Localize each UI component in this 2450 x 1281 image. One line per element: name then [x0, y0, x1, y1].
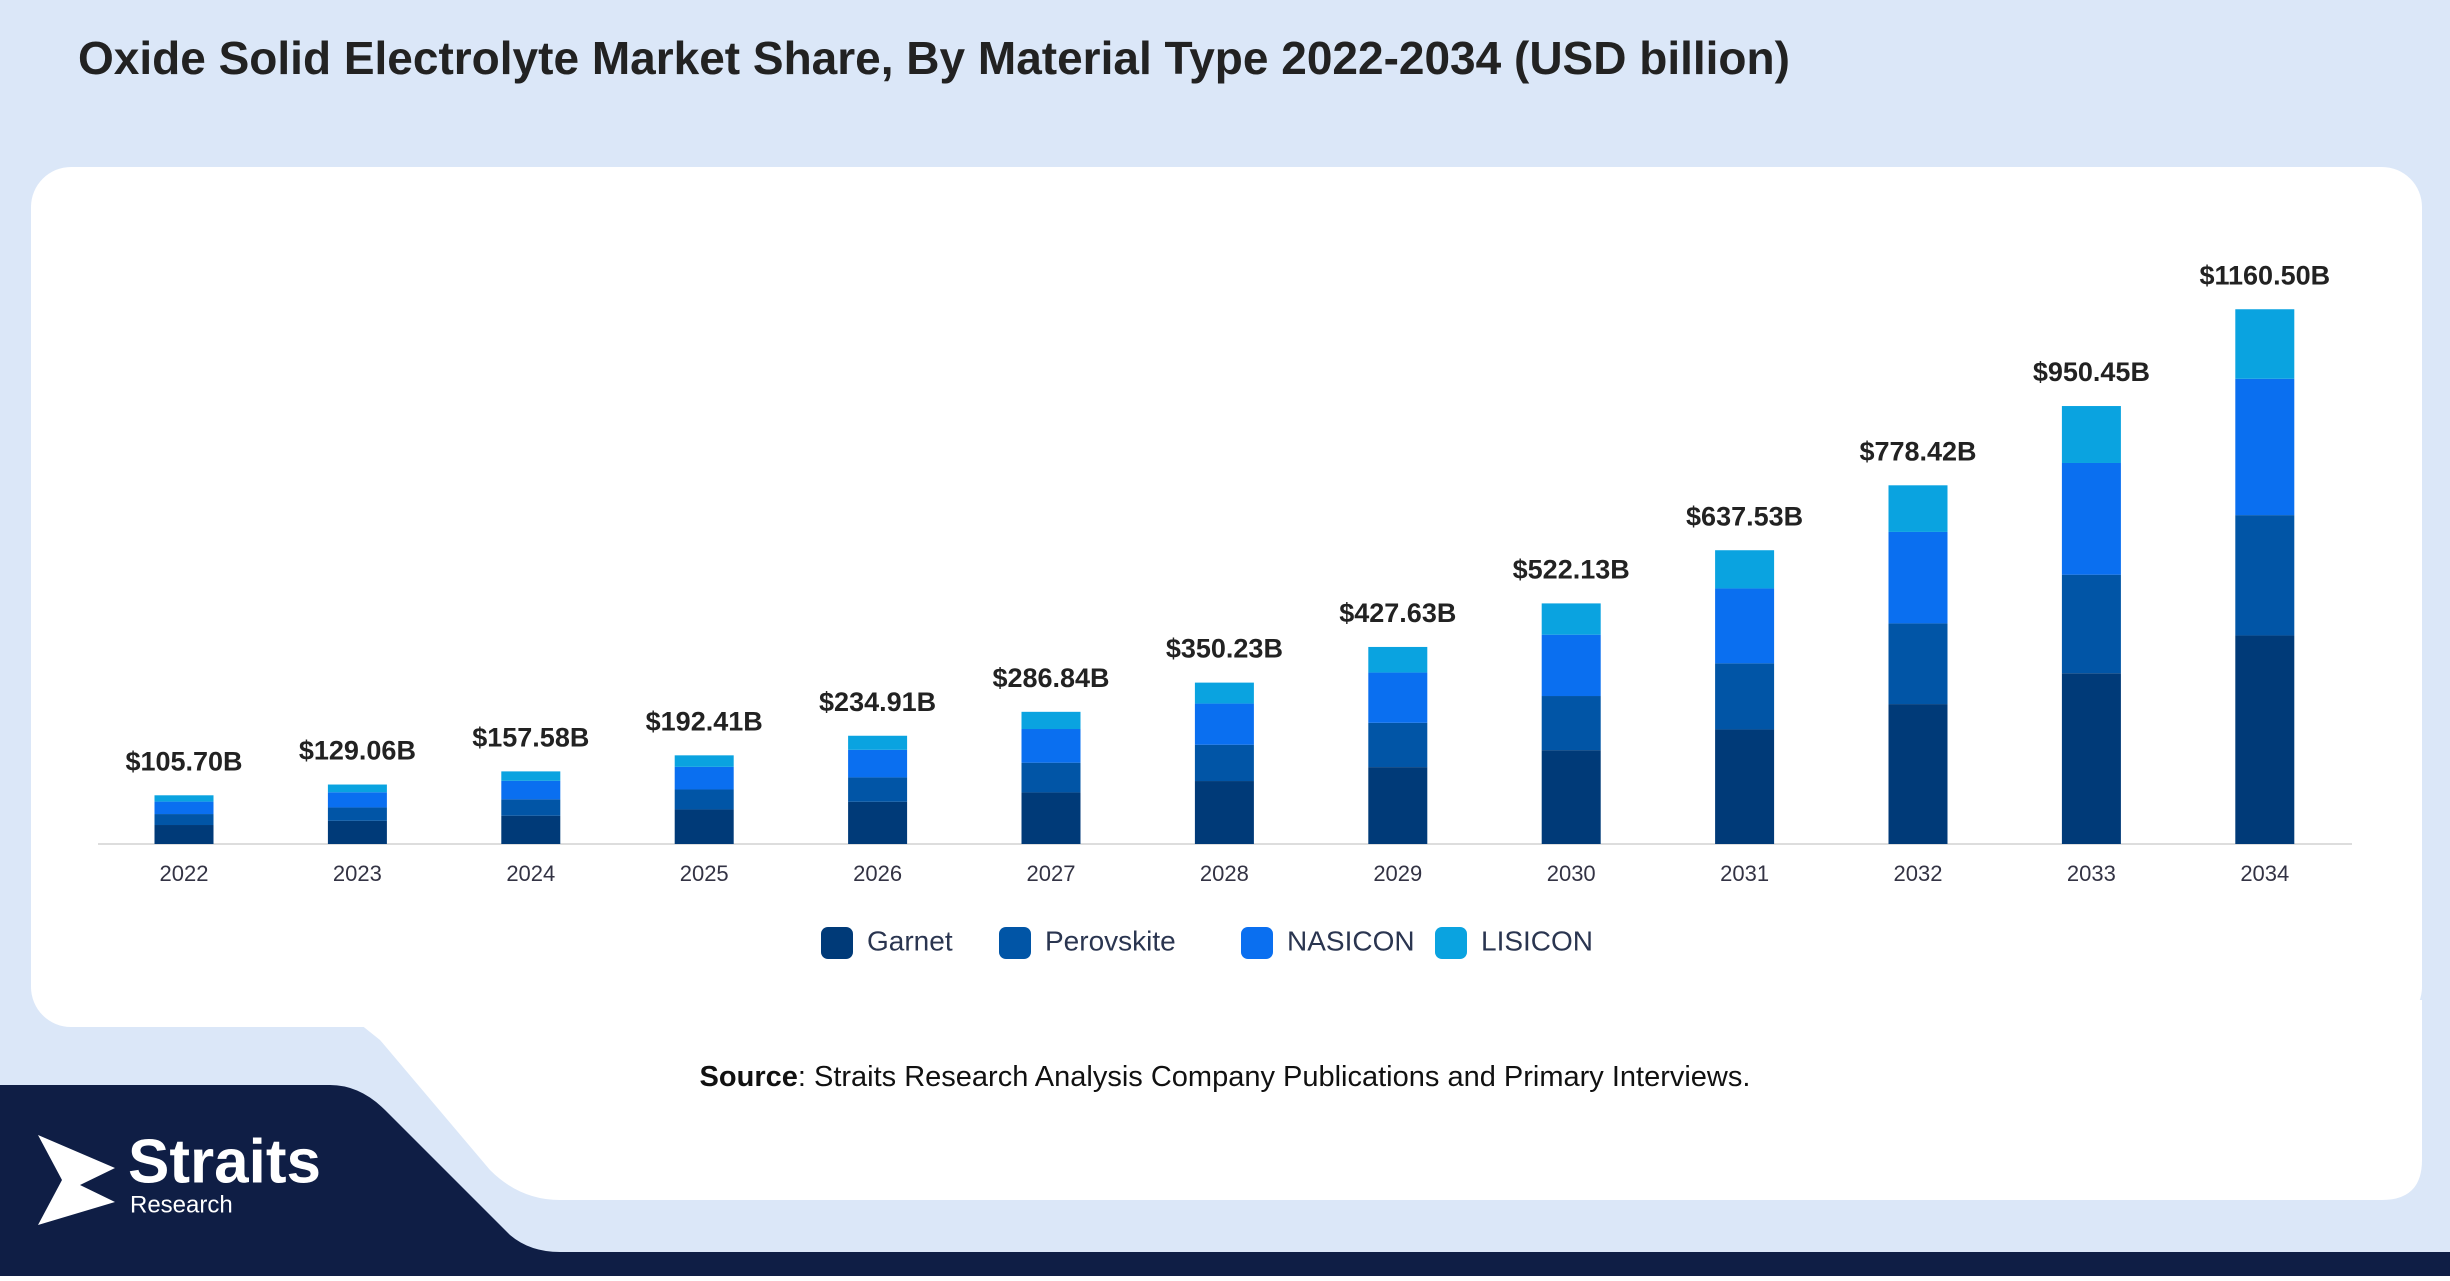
x-tick-label: 2024: [506, 861, 555, 886]
bar-segment: [327, 792, 387, 808]
x-tick-label: 2028: [1200, 861, 1249, 886]
bar-segment: [2235, 309, 2295, 379]
total-label: $105.70B: [125, 746, 242, 776]
bar-segment: [1021, 711, 1081, 730]
bar-segment: [1368, 646, 1428, 673]
bar-segment: [1021, 729, 1081, 763]
x-tick-label: 2026: [853, 861, 902, 886]
x-tick-label: 2034: [2240, 861, 2289, 886]
bar-segment: [674, 755, 734, 767]
bar-segment: [1368, 672, 1428, 723]
bar-segment: [2061, 673, 2121, 844]
bar-segment: [2061, 406, 2121, 463]
bar-segment: [1194, 744, 1254, 782]
legend-label: NASICON: [1287, 925, 1415, 956]
total-label: $1160.50B: [2199, 260, 2330, 290]
bar-segment: [674, 766, 734, 790]
x-tick-label: 2032: [1894, 861, 1943, 886]
source: Source: Straits Research Analysis Compan…: [700, 1061, 1751, 1093]
chart-title: Oxide Solid Electrolyte Market Share, By…: [78, 32, 1790, 84]
total-label: $286.84B: [992, 663, 1109, 693]
logo-sub: Research: [130, 1191, 233, 1218]
bar-segment: [674, 809, 734, 844]
total-label: $522.13B: [1513, 555, 1630, 585]
bar-segment: [501, 780, 561, 800]
x-tick-label: 2029: [1373, 861, 1422, 886]
bar-segment: [2235, 635, 2295, 844]
bar-segment: [2061, 462, 2121, 575]
bar-segment: [1194, 682, 1254, 704]
total-label: $192.41B: [646, 706, 763, 736]
logo-name: Straits: [128, 1127, 321, 1196]
legend-label: Garnet: [867, 925, 953, 956]
bar-segment: [674, 789, 734, 810]
legend-swatch: [1435, 927, 1467, 959]
bar-segment: [1715, 663, 1775, 730]
bar-segment: [1715, 588, 1775, 664]
legend-swatch: [999, 927, 1031, 959]
bar-segment: [1021, 792, 1081, 844]
x-tick-label: 2031: [1720, 861, 1769, 886]
bar-segment: [1715, 550, 1775, 589]
total-label: $129.06B: [299, 736, 416, 766]
card: [31, 167, 2422, 1027]
x-tick-label: 2033: [2067, 861, 2116, 886]
bar-segment: [1541, 603, 1601, 635]
bar-segment: [154, 801, 214, 815]
legend-swatch: [821, 927, 853, 959]
total-label: $157.58B: [472, 723, 589, 753]
bar-segment: [1541, 696, 1601, 751]
x-tick-label: 2030: [1547, 861, 1596, 886]
bar-segment: [1888, 623, 1948, 705]
total-label: $778.42B: [1859, 436, 1976, 466]
bar-segment: [501, 815, 561, 844]
total-label: $637.53B: [1686, 501, 1803, 531]
bar-segment: [2235, 378, 2295, 516]
x-tick-label: 2025: [680, 861, 729, 886]
bar-segment: [154, 795, 214, 802]
bar-segment: [2235, 515, 2295, 636]
bar-segment: [848, 749, 908, 778]
bar-segment: [1888, 704, 1948, 844]
bar-segment: [1888, 531, 1948, 624]
bar-segment: [1888, 485, 1948, 532]
total-label: $950.45B: [2033, 357, 2150, 387]
bar-segment: [848, 777, 908, 802]
bar-segment: [1715, 729, 1775, 844]
bar-segment: [1541, 634, 1601, 697]
x-tick-label: 2027: [1027, 861, 1076, 886]
bar-segment: [327, 820, 387, 844]
source-label: Source: [700, 1061, 798, 1093]
card-bottom: [330, 1000, 2422, 1200]
bar-segment: [501, 799, 561, 816]
legend-swatch: [1241, 927, 1273, 959]
bar-segment: [1021, 762, 1081, 793]
bar-segment: [2061, 574, 2121, 674]
bar-segment: [154, 814, 214, 826]
bar-segment: [848, 735, 908, 750]
total-label: $234.91B: [819, 687, 936, 717]
x-tick-label: 2023: [333, 861, 382, 886]
bar-segment: [501, 771, 561, 781]
bar-segment: [1368, 767, 1428, 844]
bar-segment: [327, 807, 387, 821]
legend-label: Perovskite: [1045, 925, 1176, 956]
legend-label: LISICON: [1481, 925, 1593, 956]
bar-segment: [1194, 703, 1254, 745]
bar-segment: [1541, 750, 1601, 844]
bar-segment: [1194, 781, 1254, 844]
footer-band: [0, 1085, 2450, 1276]
total-label: $350.23B: [1166, 634, 1283, 664]
bar-segment: [327, 784, 387, 793]
total-label: $427.63B: [1339, 598, 1456, 628]
source-text: : Straits Research Analysis Company Publ…: [798, 1061, 1751, 1093]
bar-segment: [154, 825, 214, 844]
bar-segment: [1368, 722, 1428, 768]
bar-segment: [848, 801, 908, 844]
logo-icon: [38, 1135, 115, 1225]
x-tick-label: 2022: [160, 861, 209, 886]
